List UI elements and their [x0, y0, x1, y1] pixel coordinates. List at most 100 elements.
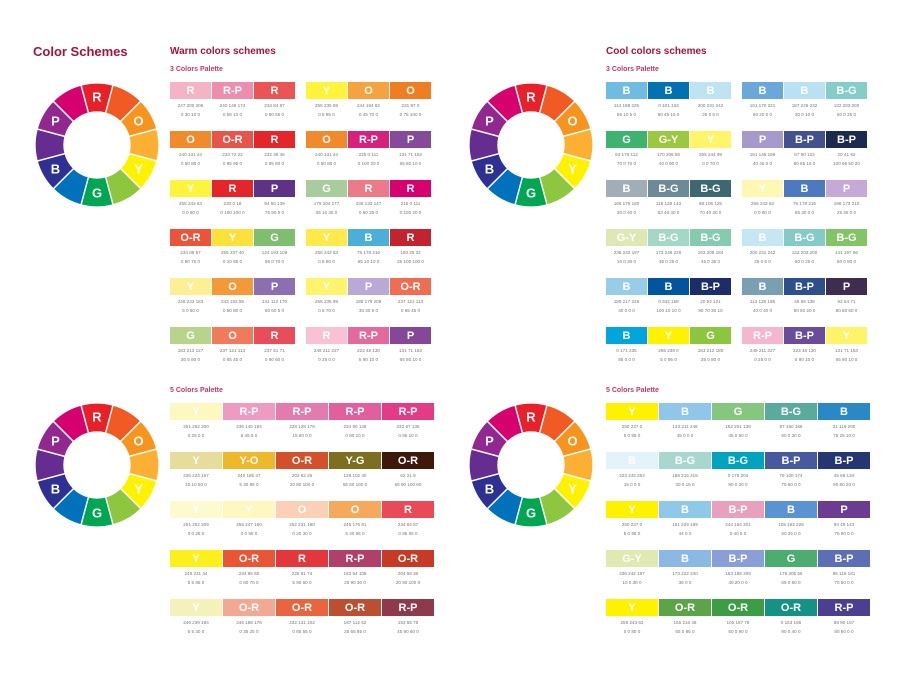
- color-swatch: R-P: [818, 599, 870, 616]
- palette-swatches: B B-G B-G: [742, 229, 867, 246]
- color-values: 215 0 111 0 100 20 0: [399, 201, 422, 215]
- palette-group: Y Y-O O-R Y-G O-R 236 224 167 10 10 50 0 240 1…: [170, 452, 434, 489]
- color-swatch: R: [212, 180, 253, 197]
- palette-values: 255 235 99 0 5 70 0 188 179 209 30 30 5 0…: [306, 297, 431, 315]
- color-swatch: R: [306, 327, 347, 344]
- palette-group: G G-Y Y 63 176 112 70 0 70 0 170 206 55 40 0…: [606, 131, 731, 168]
- color-values: 234 85 65 0 80 70 0: [238, 571, 260, 585]
- color-values: 246 239 194 5 5 30 0: [183, 620, 209, 634]
- palette-swatches: Y P O-R: [306, 278, 431, 295]
- color-values: 188 179 209 30 30 5 0: [355, 299, 382, 313]
- palette-group: B B B-G 101 170 221 60 20 0 0 187 226 232 30…: [742, 82, 867, 119]
- color-values: 255 243 63 0 0 80 0: [179, 201, 202, 215]
- palette-group: Y O O 255 235 59 0 5 85 0 244 164 82 0 45 70…: [306, 82, 431, 119]
- color-swatch: O-R: [712, 599, 764, 616]
- color-swatch: R-P: [742, 327, 783, 344]
- palette-values: 251 252 209 0 0 25 0 255 247 160 0 0 55 0…: [170, 520, 434, 538]
- color-swatch: O-R: [276, 452, 328, 469]
- palette-values: 249 231 44 5 5 85 0 234 85 65 0 80 70 0 22…: [170, 569, 434, 587]
- palette-values: 240 131 44 0 60 85 0 225 0 111 0 100 20 0…: [306, 150, 431, 168]
- color-swatch: B-G: [648, 180, 689, 197]
- color-swatch: O-R: [223, 599, 275, 616]
- color-swatch: B: [742, 229, 783, 246]
- color-swatch: Y: [606, 403, 658, 420]
- color-wheel-cool-five: R O Y G B P: [466, 400, 596, 530]
- palette-group: Y B B-P B P 250 237 0 5 0 95 0 151 229 199 44 …: [606, 501, 870, 538]
- page-title: Color Schemes: [33, 44, 128, 59]
- color-values: 173 222 240 35 0 0: [672, 571, 698, 585]
- color-values: 255 235 59 0 5 85 0: [315, 103, 338, 117]
- color-values: 114 188 225 55 10 5 0: [613, 103, 640, 117]
- palette-values: 161 145 196 40 45 0 0 67 90 123 80 65 15 …: [742, 150, 867, 168]
- color-values: 68 105 125 70 40 30 0: [699, 201, 722, 215]
- color-values: 255 243 63 0 5 80 0: [315, 250, 338, 264]
- color-swatch: P: [826, 278, 867, 295]
- color-values: 153 208 184 45 0 35 0: [697, 250, 724, 264]
- color-swatch: R: [276, 550, 328, 567]
- color-values: 255 247 160 0 0 55 0: [236, 522, 262, 536]
- palette-values: 249 211 227 0 25 0 0 223 48 130 5 90 10 0…: [306, 346, 431, 364]
- color-values: 255 243 63 0 0 80 0: [620, 620, 644, 634]
- wheel-label: P: [485, 434, 494, 449]
- color-wheel-svg: R O Y G B P: [468, 402, 594, 528]
- palette-swatches: G G-Y Y: [606, 131, 731, 148]
- color-values: 240 185 47 5 30 85 0: [237, 473, 261, 487]
- color-swatch: G: [254, 229, 295, 246]
- color-values: 183 213 127 30 5 60 0: [177, 348, 204, 362]
- color-swatch: Y: [170, 501, 222, 518]
- color-values: 237 121 113 0 65 45 0: [397, 299, 424, 313]
- color-swatch: B-G: [784, 229, 825, 246]
- color-swatch: Y: [170, 278, 211, 295]
- color-swatch: B: [606, 452, 658, 469]
- color-values: 131 71 153 65 80 10 0: [835, 348, 858, 362]
- color-swatch: O: [276, 501, 328, 518]
- color-values: 152 201 136 45 0 50 0: [725, 424, 751, 438]
- color-swatch: R: [170, 82, 211, 99]
- color-swatch: P: [390, 131, 431, 148]
- color-swatch: G-Y: [606, 550, 658, 567]
- color-values: 173 246 226 35 0 25 0: [655, 250, 682, 264]
- color-swatch: B: [690, 82, 731, 99]
- color-swatch: O: [306, 131, 347, 148]
- color-swatch: Y: [606, 599, 658, 616]
- color-swatch: B-P: [784, 278, 825, 295]
- color-values: 236 140 194 5 45 5 0: [236, 424, 262, 438]
- color-values: 163 188 206 40 20 0 0: [725, 571, 751, 585]
- palette-values: 251 252 200 0 25 0 0 236 140 194 5 45 5 0…: [170, 422, 434, 440]
- color-values: 232 131 102 0 65 55 0: [289, 620, 315, 634]
- color-values: 223 48 130 5 90 10 0: [793, 348, 816, 362]
- palette-group: B B-G B-G 166 175 180 30 0 40 0 118 139 143 …: [606, 180, 731, 217]
- color-swatch: P: [742, 131, 783, 148]
- palette-group: G R R 179 204 177 35 10 35 0 238 133 147 0 6…: [306, 180, 431, 217]
- wheel-label: Y: [134, 162, 143, 177]
- color-values: 204 58 36 20 90 100 0: [395, 571, 421, 585]
- cool-heading: Cool colors schemes: [606, 46, 707, 57]
- color-values: 247 200 206 0 30 10 0: [177, 103, 204, 117]
- color-swatch: R-P: [382, 403, 434, 420]
- palette-values: 183 213 127 30 5 60 0 237 121 113 0 65 45…: [170, 346, 295, 364]
- wheel-label: O: [568, 434, 578, 449]
- color-swatch: Y: [170, 403, 222, 420]
- color-values: 97 150 166 60 0 30 0: [779, 424, 803, 438]
- color-values: 240 146 174 0 55 10 0: [219, 103, 246, 117]
- color-swatch: R-P: [382, 599, 434, 616]
- wheel-label: R: [92, 90, 102, 105]
- color-swatch: G-Y: [648, 131, 689, 148]
- color-values: 0 153 168 90 0 40 0: [780, 620, 802, 634]
- palette-group: Y O-R O-R O-R R-P 246 239 194 5 5 30 0 246 168…: [170, 599, 434, 636]
- palette-values: 248 243 153 5 0 50 0 243 153 58 0 50 80 0…: [170, 297, 295, 315]
- wheel-label: B: [51, 482, 60, 497]
- palette-values: 0 171 235 85 0 0 0 255 238 0 5 0 95 0 163 …: [606, 346, 731, 364]
- color-values: 234 90 148 0 80 10 0: [343, 424, 367, 438]
- color-swatch: R: [390, 229, 431, 246]
- color-values: 105 162 226 60 25 0 0: [778, 522, 804, 536]
- color-values: 244 164 201 0 40 5 0: [725, 522, 751, 536]
- color-values: 143 211 246 45 0 0 0: [672, 424, 698, 438]
- color-swatch: B-G: [690, 229, 731, 246]
- color-values: 170 206 55 40 0 90 0: [657, 152, 680, 166]
- color-values: 132 203 200 50 0 25 0: [833, 103, 860, 117]
